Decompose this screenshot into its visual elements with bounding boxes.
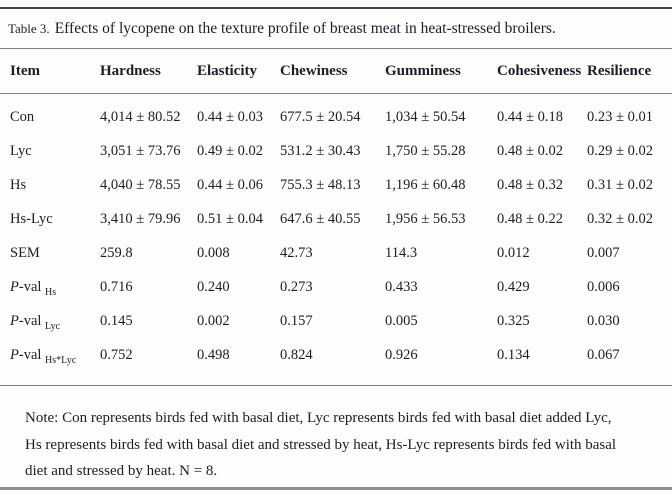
table-bottom-rule [0,372,672,386]
column-header-gumminess: Gumminess [385,48,497,94]
table-cell: 3,051 ± 73.76 [100,142,181,159]
table-cell: 0.273 [280,278,313,295]
note-line: Hs represents birds fed with basal diet … [25,436,617,453]
table-cell: 1,956 ± 56.53 [385,210,466,227]
table-cell: 0.31 ± 0.02 [587,176,653,193]
data-table: Item Hardness Elasticity Chewiness Gumminess… [0,48,672,372]
table-cell: 0.29 ± 0.02 [587,142,653,159]
table-row: Hs-Lyc 3,410 ± 79.96 0.51 ± 0.04 647.6 ± 40… [0,202,672,236]
row-item-label: Con [10,108,35,125]
table-cell: 0.030 [587,312,620,329]
table-row: Lyc 3,051 ± 73.76 0.49 ± 0.02 531.2 ± 30.43… [0,134,672,168]
table-header-row: Item Hardness Elasticity Chewiness Gumminess… [0,48,672,94]
table-cell: 0.44 ± 0.18 [497,108,563,125]
table-cell: 1,034 ± 50.54 [385,108,466,125]
table-cell: 0.006 [587,278,620,295]
table-row: P-val Hs 0.716 0.240 0.273 0.433 0.429 0.006 [0,270,672,304]
table-cell: 1,196 ± 60.48 [385,176,466,193]
table-cell: 755.3 ± 48.13 [280,176,361,193]
table-cell: 114.3 [385,244,418,261]
column-header-hardness: Hardness [100,48,197,94]
table-cell: 3,410 ± 79.96 [100,210,181,227]
table-cell: 0.240 [197,278,230,295]
table-cell: 0.429 [497,278,530,295]
table-cell: 647.6 ± 40.55 [280,210,361,227]
table-row: Con 4,014 ± 80.52 0.44 ± 0.03 677.5 ± 20.54… [0,94,672,135]
table-cell: 0.012 [497,244,530,261]
table-cell: 1,750 ± 55.28 [385,142,466,159]
row-item-label: Lyc [10,142,32,159]
row-item-label: Hs [10,176,27,193]
table-number-label: Table 3. [8,20,50,36]
table-cell: 0.824 [280,346,313,363]
table-row: P-val Hs*Lyc 0.752 0.498 0.824 0.926 0.134 0.0… [0,338,672,372]
table-cell: 0.23 ± 0.01 [587,108,653,125]
table-cell: 0.926 [385,346,418,363]
table-cell: 4,014 ± 80.52 [100,108,181,125]
column-header-elasticity: Elasticity [197,48,280,94]
table-cell: 531.2 ± 30.43 [280,142,361,159]
column-header-cohesiveness: Cohesiveness [497,48,587,94]
table-cell: 0.067 [587,346,620,363]
table-body: Con 4,014 ± 80.52 0.44 ± 0.03 677.5 ± 20.54… [0,94,672,373]
table-title-text: Effects of lycopene on the texture profi… [54,19,556,37]
table-cell: 42.73 [280,244,313,261]
table-cell: 0.49 ± 0.02 [197,142,263,159]
table-cell: 0.32 ± 0.02 [587,210,653,227]
table-cell: 0.007 [587,244,620,261]
column-header-item: Item [0,48,100,94]
table-cell: 0.005 [385,312,418,329]
table-cell: 0.752 [100,346,133,363]
table-cell: 0.48 ± 0.32 [497,176,563,193]
table-cell: 0.433 [385,278,418,295]
table-cell: 0.44 ± 0.06 [197,176,263,193]
table-cell: 0.51 ± 0.04 [197,210,263,227]
table-cell: 0.44 ± 0.03 [197,108,263,125]
table-cell: 259.8 [100,244,133,261]
row-item-label: P-val Hs*Lyc [10,346,77,366]
table-cell: 4,040 ± 78.55 [100,176,181,193]
row-item-label: P-val Lyc [10,312,61,332]
note-line: Note: Con represents birds fed with basa… [25,410,612,426]
table-cell: 0.498 [197,346,230,363]
row-item-label: Hs-Lyc [10,210,53,227]
table-cell: 0.008 [197,244,230,261]
table-row: SEM 259.8 0.008 42.73 114.3 0.012 0.007 [0,236,672,270]
row-item-label: SEM [10,244,40,261]
table-cell: 0.325 [497,312,530,329]
table-row: P-val Lyc 0.145 0.002 0.157 0.005 0.325 0.030 [0,304,672,338]
bottom-border-rule [0,487,672,490]
table-caption: Table 3. Effects of lycopene on the text… [0,9,672,48]
table-cell: 0.002 [197,312,230,329]
top-border-rule [0,7,672,9]
table-cell: 0.157 [280,312,313,329]
table-note: Note: Con represents birds fed with basa… [0,405,672,485]
row-item-label: P-val Hs [10,278,57,298]
table-cell: 0.134 [497,346,530,363]
note-line: diet and stressed by heat. N = 8. [25,463,218,479]
table-cell: 0.145 [100,312,133,329]
table-cell: 0.48 ± 0.02 [497,142,563,159]
column-header-chewiness: Chewiness [280,48,385,94]
table-cell: 0.48 ± 0.22 [497,210,563,227]
table-row: Hs 4,040 ± 78.55 0.44 ± 0.06 755.3 ± 48.13 1… [0,168,672,202]
table-cell: 0.716 [100,278,133,295]
table-cell: 677.5 ± 20.54 [280,108,361,125]
column-header-resilience: Resilience [587,48,672,94]
